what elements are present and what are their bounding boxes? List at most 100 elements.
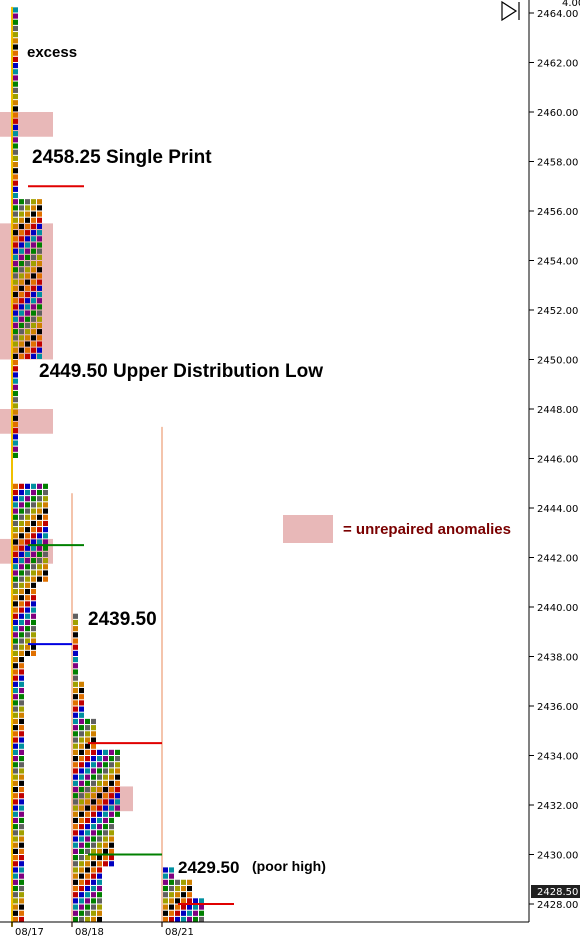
tpo-block bbox=[19, 687, 24, 694]
tpo-block bbox=[19, 551, 24, 557]
tpo-block bbox=[73, 824, 78, 830]
tpo-block bbox=[79, 855, 84, 861]
tpo-block bbox=[43, 527, 48, 533]
tpo-block bbox=[19, 217, 24, 223]
tpo-block bbox=[19, 892, 24, 898]
tpo-block bbox=[19, 817, 24, 824]
tpo-block bbox=[91, 768, 96, 774]
tpo-block bbox=[109, 756, 114, 762]
tpo-block bbox=[91, 805, 96, 811]
tpo-block bbox=[31, 217, 36, 223]
tpo-block bbox=[109, 830, 114, 836]
tpo-block bbox=[199, 898, 204, 904]
tpo-profiles bbox=[11, 6, 204, 927]
tpo-block bbox=[73, 793, 78, 799]
tpo-block bbox=[25, 347, 30, 353]
tpo-block bbox=[109, 811, 114, 817]
y-tick-label: 2464.00 bbox=[537, 9, 578, 20]
tpo-block bbox=[103, 824, 108, 830]
tpo-block bbox=[91, 743, 96, 749]
tpo-block bbox=[13, 131, 18, 137]
tpo-block bbox=[79, 731, 84, 737]
tpo-block bbox=[85, 718, 90, 725]
tpo-block bbox=[25, 341, 30, 347]
tpo-block bbox=[19, 564, 24, 570]
tpo-block bbox=[79, 774, 84, 780]
tpo-block bbox=[73, 799, 78, 805]
tpo-block bbox=[25, 638, 30, 644]
tpo-block bbox=[169, 898, 174, 904]
tpo-block bbox=[19, 527, 24, 533]
tpo-block bbox=[13, 87, 18, 93]
last-price-marker: 2428.50 bbox=[531, 885, 580, 898]
tpo-block bbox=[91, 879, 96, 885]
tpo-block bbox=[19, 588, 24, 595]
tpo-block bbox=[19, 539, 24, 545]
tpo-block bbox=[19, 261, 24, 267]
tpo-block bbox=[199, 904, 204, 910]
tpo-block bbox=[73, 904, 78, 910]
tpo-block bbox=[19, 916, 24, 923]
tpo-block bbox=[43, 502, 48, 508]
tpo-block bbox=[13, 669, 18, 675]
tpo-block bbox=[31, 533, 36, 539]
tpo-block bbox=[163, 904, 168, 910]
tpo-block bbox=[13, 360, 18, 366]
tpo-block bbox=[79, 861, 84, 867]
tpo-block bbox=[19, 570, 24, 576]
tpo-block bbox=[13, 56, 18, 62]
tpo-block bbox=[13, 644, 18, 650]
tpo-block bbox=[73, 836, 78, 842]
tpo-block bbox=[19, 576, 24, 582]
tpo-block bbox=[25, 267, 30, 273]
tpo-block bbox=[73, 613, 78, 619]
tpo-block bbox=[73, 786, 78, 793]
tpo-block bbox=[103, 780, 108, 786]
tpo-block bbox=[13, 731, 18, 737]
tpo-block bbox=[25, 588, 30, 595]
tpo-block bbox=[19, 279, 24, 285]
x-tick-label: 08/21 bbox=[165, 927, 194, 938]
tpo-block bbox=[31, 595, 36, 601]
tpo-block bbox=[13, 780, 18, 786]
tpo-block bbox=[25, 329, 30, 335]
tpo-block bbox=[169, 904, 174, 910]
tpo-block bbox=[13, 607, 18, 613]
tpo-block bbox=[13, 322, 18, 329]
tpo-block bbox=[13, 848, 18, 854]
tpo-block bbox=[97, 817, 102, 824]
tpo-block bbox=[31, 347, 36, 353]
tpo-block bbox=[13, 700, 18, 706]
tpo-block bbox=[73, 650, 78, 656]
tpo-block bbox=[13, 180, 18, 186]
tpo-block bbox=[85, 805, 90, 811]
tpo-block bbox=[97, 898, 102, 904]
tpo-block bbox=[13, 879, 18, 885]
tpo-block bbox=[43, 558, 48, 564]
tpo-block bbox=[25, 595, 30, 601]
tpo-block bbox=[73, 663, 78, 669]
tpo-block bbox=[19, 502, 24, 508]
tpo-block bbox=[13, 762, 18, 768]
tpo-block bbox=[13, 106, 18, 112]
tpo-block bbox=[73, 737, 78, 743]
tpo-block bbox=[19, 341, 24, 347]
tpo-block bbox=[115, 756, 120, 762]
tpo-block bbox=[31, 558, 36, 564]
expand-button[interactable] bbox=[501, 0, 520, 22]
tpo-block bbox=[13, 650, 18, 656]
top-edge-label: 4.00 bbox=[562, 0, 580, 9]
tpo-block bbox=[13, 551, 18, 557]
tpo-block bbox=[19, 619, 24, 626]
tpo-block bbox=[19, 291, 24, 298]
tpo-block bbox=[13, 38, 18, 44]
tpo-block bbox=[79, 904, 84, 910]
tpo-block bbox=[13, 446, 18, 452]
tpo-block bbox=[85, 892, 90, 898]
tpo-block bbox=[91, 842, 96, 848]
tpo-block bbox=[19, 613, 24, 619]
tpo-block bbox=[13, 898, 18, 904]
tpo-block bbox=[85, 793, 90, 799]
tpo-block bbox=[13, 613, 18, 619]
